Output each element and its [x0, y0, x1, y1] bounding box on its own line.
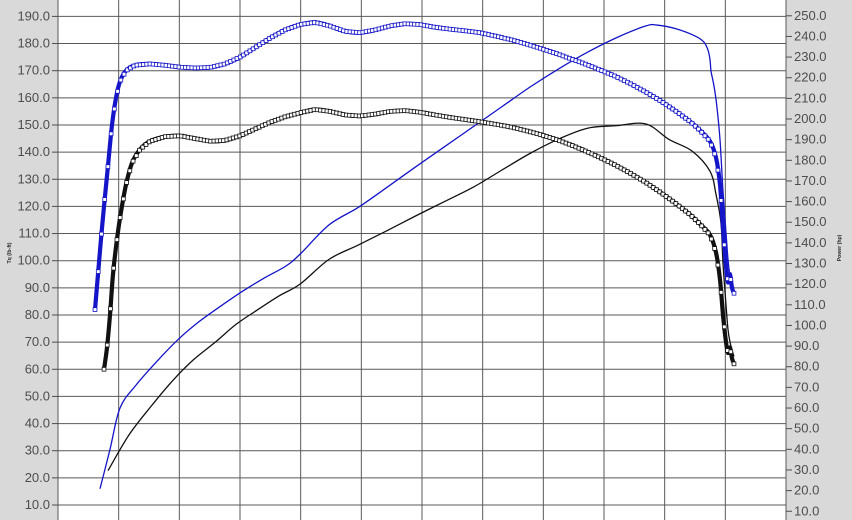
svg-text:150.0: 150.0 — [17, 117, 50, 132]
svg-text:80.0: 80.0 — [794, 359, 819, 374]
svg-text:160.0: 160.0 — [17, 90, 50, 105]
svg-text:50.0: 50.0 — [794, 421, 819, 436]
svg-text:60.0: 60.0 — [25, 361, 50, 376]
svg-text:20.0: 20.0 — [25, 470, 50, 485]
svg-text:260.0: 260.0 — [794, 0, 827, 2]
svg-text:130.0: 130.0 — [794, 256, 827, 271]
svg-text:170.0: 170.0 — [17, 63, 50, 78]
svg-text:Power (hp): Power (hp) — [837, 234, 843, 261]
svg-text:20.0: 20.0 — [794, 483, 819, 498]
svg-text:40.0: 40.0 — [25, 416, 50, 431]
svg-text:90.0: 90.0 — [794, 338, 819, 353]
svg-text:70.0: 70.0 — [794, 379, 819, 394]
svg-text:210.0: 210.0 — [794, 90, 827, 105]
svg-text:170.0: 170.0 — [794, 173, 827, 188]
svg-text:230.0: 230.0 — [794, 49, 827, 64]
svg-text:190.0: 190.0 — [794, 132, 827, 147]
svg-text:240.0: 240.0 — [794, 28, 827, 43]
svg-text:70.0: 70.0 — [25, 334, 50, 349]
svg-text:180.0: 180.0 — [794, 152, 827, 167]
svg-text:140.0: 140.0 — [794, 235, 827, 250]
svg-text:60.0: 60.0 — [794, 400, 819, 415]
svg-text:150.0: 150.0 — [794, 214, 827, 229]
svg-text:120.0: 120.0 — [17, 198, 50, 213]
svg-text:50.0: 50.0 — [25, 388, 50, 403]
svg-text:120.0: 120.0 — [794, 276, 827, 291]
svg-text:110.0: 110.0 — [794, 297, 826, 312]
svg-text:10.0: 10.0 — [794, 503, 819, 518]
svg-text:30.0: 30.0 — [25, 443, 50, 458]
svg-text:130.0: 130.0 — [17, 171, 50, 186]
svg-text:100.0: 100.0 — [17, 253, 50, 268]
svg-text:140.0: 140.0 — [17, 144, 50, 159]
svg-text:190.0: 190.0 — [17, 8, 50, 23]
svg-text:180.0: 180.0 — [17, 36, 50, 51]
svg-text:40.0: 40.0 — [794, 441, 819, 456]
svg-text:250.0: 250.0 — [794, 8, 827, 23]
svg-text:Tq (lb-ft): Tq (lb-ft) — [7, 242, 13, 263]
svg-text:90.0: 90.0 — [25, 280, 50, 295]
svg-text:80.0: 80.0 — [25, 307, 50, 322]
svg-text:110.0: 110.0 — [18, 226, 50, 241]
svg-text:160.0: 160.0 — [794, 194, 827, 209]
svg-text:10.0: 10.0 — [25, 497, 50, 512]
svg-text:220.0: 220.0 — [794, 70, 827, 85]
svg-text:200.0: 200.0 — [794, 111, 827, 126]
svg-text:100.0: 100.0 — [794, 317, 827, 332]
svg-text:30.0: 30.0 — [794, 462, 819, 477]
